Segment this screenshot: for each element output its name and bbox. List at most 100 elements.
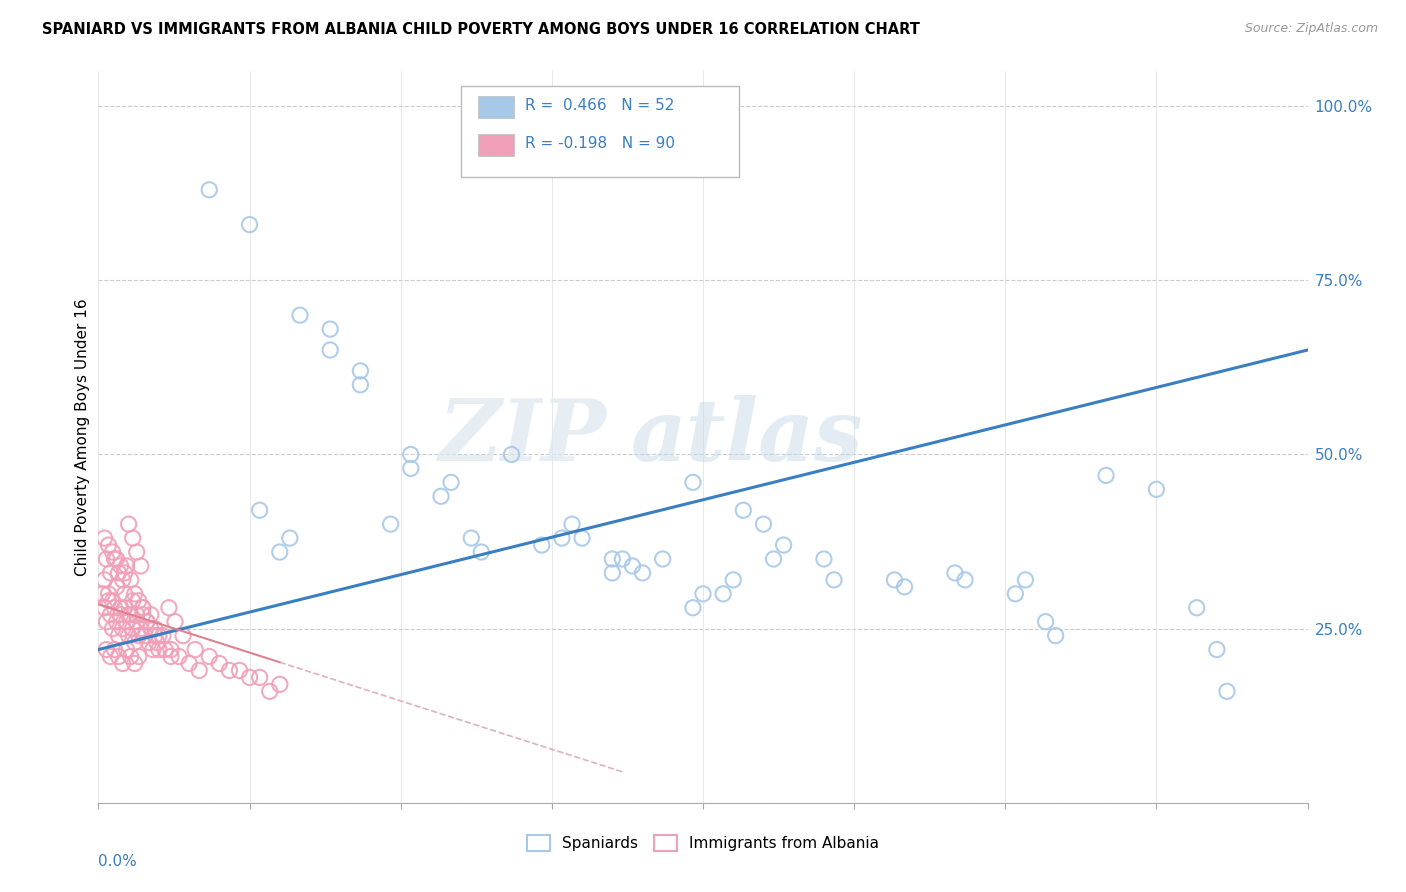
Point — [100, 566, 122, 580]
Point — [143, 629, 166, 643]
Point — [128, 629, 150, 643]
Point — [1216, 684, 1239, 698]
Point — [103, 642, 125, 657]
Point — [813, 552, 835, 566]
Point — [124, 635, 146, 649]
Point — [530, 538, 553, 552]
Point — [612, 552, 634, 566]
Legend: Spaniards, Immigrants from Albania: Spaniards, Immigrants from Albania — [522, 830, 884, 857]
Point — [114, 566, 136, 580]
Point — [823, 573, 845, 587]
Point — [1014, 573, 1036, 587]
Point — [110, 600, 132, 615]
Point — [121, 594, 143, 608]
Point — [97, 538, 120, 552]
Point — [96, 615, 118, 629]
Point — [692, 587, 714, 601]
Point — [380, 517, 402, 532]
Point — [120, 607, 142, 622]
Point — [115, 642, 138, 657]
Point — [118, 517, 141, 532]
Point — [259, 684, 281, 698]
Point — [163, 615, 186, 629]
Point — [288, 308, 311, 322]
Point — [278, 531, 301, 545]
Point — [115, 615, 138, 629]
FancyBboxPatch shape — [461, 86, 740, 178]
Point — [1035, 615, 1057, 629]
Point — [160, 642, 183, 657]
Point — [96, 552, 118, 566]
Point — [319, 343, 342, 357]
Point — [114, 600, 136, 615]
Point — [93, 600, 115, 615]
Point — [93, 573, 115, 587]
Point — [97, 587, 120, 601]
Point — [430, 489, 453, 503]
Point — [93, 531, 115, 545]
Text: Source: ZipAtlas.com: Source: ZipAtlas.com — [1244, 22, 1378, 36]
Point — [129, 622, 152, 636]
Point — [239, 670, 262, 684]
Point — [91, 587, 114, 601]
Point — [148, 642, 170, 657]
Point — [132, 600, 155, 615]
Point — [1206, 642, 1229, 657]
Point — [269, 545, 291, 559]
Point — [1004, 587, 1026, 601]
Point — [135, 615, 157, 629]
Point — [129, 558, 152, 573]
Point — [153, 642, 176, 657]
FancyBboxPatch shape — [478, 135, 515, 156]
Point — [249, 503, 271, 517]
Point — [139, 622, 162, 636]
Point — [218, 664, 240, 678]
Text: R =  0.466   N = 52: R = 0.466 N = 52 — [526, 98, 675, 113]
Point — [399, 461, 422, 475]
Point — [124, 657, 146, 671]
Point — [101, 545, 124, 559]
Text: R = -0.198   N = 90: R = -0.198 N = 90 — [526, 136, 675, 152]
Text: SPANIARD VS IMMIGRANTS FROM ALBANIA CHILD POVERTY AMONG BOYS UNDER 16 CORRELATIO: SPANIARD VS IMMIGRANTS FROM ALBANIA CHIL… — [42, 22, 920, 37]
Point — [208, 657, 231, 671]
Point — [470, 545, 492, 559]
Point — [103, 552, 125, 566]
FancyBboxPatch shape — [478, 96, 515, 118]
Point — [682, 600, 704, 615]
Point — [100, 649, 122, 664]
Text: ZIP: ZIP — [439, 395, 606, 479]
Point — [752, 517, 775, 532]
Point — [602, 566, 624, 580]
Point — [943, 566, 966, 580]
Point — [125, 615, 148, 629]
Point — [110, 558, 132, 573]
Point — [128, 649, 150, 664]
Point — [198, 183, 221, 197]
Point — [114, 587, 136, 601]
Point — [132, 600, 155, 615]
Point — [682, 475, 704, 490]
Point — [146, 635, 169, 649]
Point — [733, 503, 755, 517]
Y-axis label: Child Poverty Among Boys Under 16: Child Poverty Among Boys Under 16 — [75, 298, 90, 576]
Point — [460, 531, 482, 545]
Point — [160, 649, 183, 664]
Point — [142, 642, 165, 657]
Point — [101, 594, 124, 608]
Point — [1185, 600, 1208, 615]
Point — [723, 573, 745, 587]
Point — [107, 566, 129, 580]
Point — [762, 552, 785, 566]
Point — [132, 607, 155, 622]
Point — [125, 607, 148, 622]
Point — [349, 364, 371, 378]
Point — [228, 664, 250, 678]
Point — [651, 552, 673, 566]
Point — [711, 587, 734, 601]
Point — [143, 622, 166, 636]
Point — [125, 545, 148, 559]
Point — [239, 218, 262, 232]
Point — [631, 566, 654, 580]
Point — [121, 531, 143, 545]
Point — [124, 587, 146, 601]
